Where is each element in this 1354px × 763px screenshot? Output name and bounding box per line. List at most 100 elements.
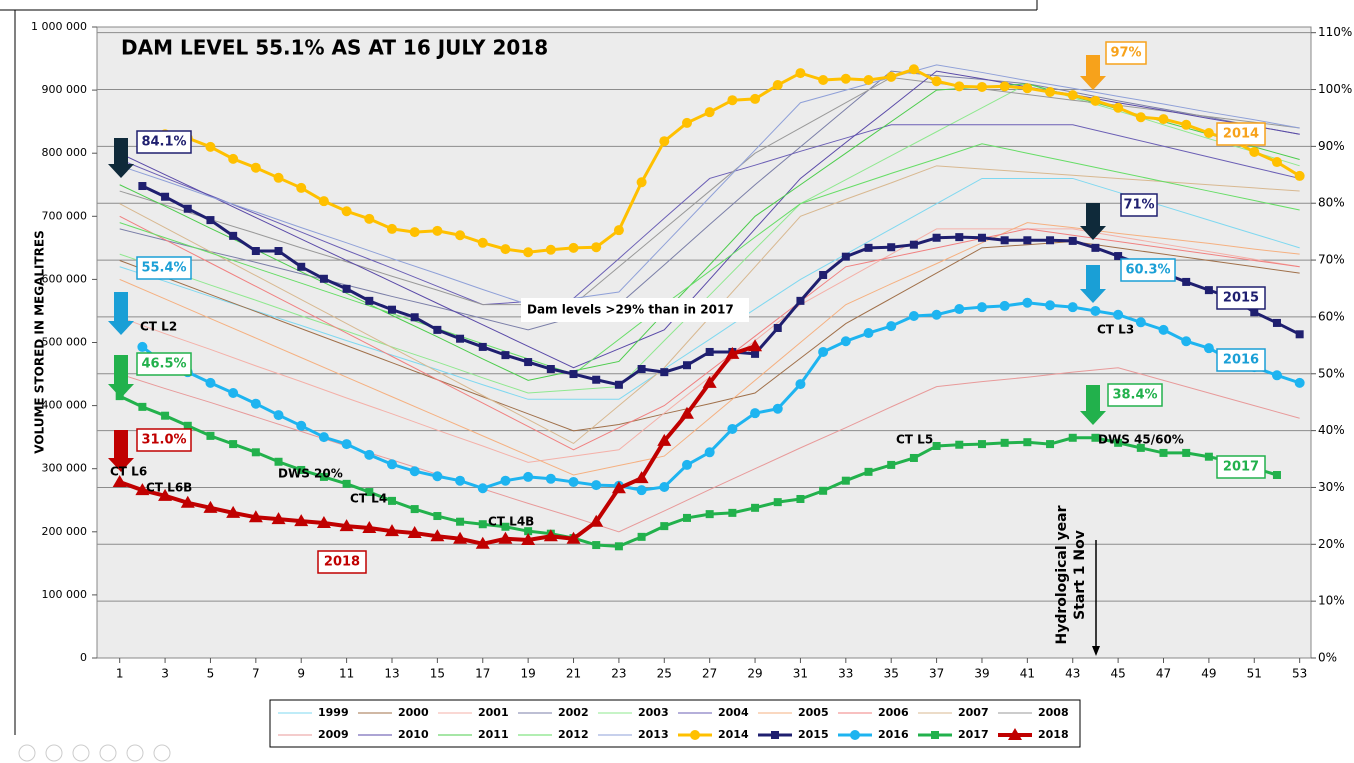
x-tick-label: 31 — [793, 667, 808, 681]
x-tick-label: 25 — [657, 667, 672, 681]
point — [591, 242, 602, 253]
legend-label: 2000 — [398, 706, 429, 719]
series-line — [119, 124, 1300, 306]
annotation-box — [1107, 383, 1163, 407]
point — [271, 512, 286, 525]
annotation-label: Dam levels >29% than in 2017 — [527, 303, 734, 317]
point — [569, 370, 578, 379]
x-tick-label: 41 — [1020, 667, 1035, 681]
point — [976, 302, 987, 313]
point — [773, 323, 782, 332]
point — [955, 233, 964, 242]
point — [637, 365, 646, 374]
toolbar-button[interactable] — [99, 744, 117, 762]
legend-label: 2012 — [558, 728, 589, 741]
point — [1249, 146, 1260, 157]
point — [909, 240, 918, 249]
point — [954, 81, 965, 92]
point — [432, 225, 443, 236]
toolbar-button[interactable] — [18, 744, 36, 762]
point — [341, 206, 352, 217]
point — [1113, 309, 1124, 320]
point — [819, 486, 828, 495]
point — [1068, 236, 1077, 245]
toolbar-button[interactable] — [153, 744, 171, 762]
y-axis-label: VOLUME STORED IN MEGALITRES — [33, 230, 47, 454]
point — [1182, 448, 1191, 457]
series-line — [119, 143, 1300, 375]
toolbar-button[interactable] — [126, 744, 144, 762]
annotation-text: 2017 — [1223, 460, 1259, 475]
point — [228, 153, 239, 164]
series-line — [119, 70, 1300, 331]
toolbar-button[interactable] — [45, 744, 63, 762]
point — [818, 346, 829, 357]
annotation-arrow — [1080, 55, 1106, 90]
point — [545, 244, 556, 255]
point — [1067, 90, 1078, 101]
point — [1068, 433, 1077, 442]
point — [863, 75, 874, 86]
x-tick-label: 49 — [1201, 667, 1216, 681]
point — [342, 284, 351, 293]
toolbar-button[interactable] — [72, 744, 90, 762]
point — [1203, 128, 1214, 139]
point — [954, 304, 965, 315]
x-tick-label: 45 — [1110, 667, 1125, 681]
series-line — [119, 83, 1300, 394]
point — [319, 472, 328, 481]
point — [365, 488, 374, 497]
point — [524, 527, 533, 536]
point — [637, 532, 646, 541]
point — [1022, 297, 1033, 308]
point — [138, 182, 147, 191]
series-line — [119, 70, 1300, 369]
point — [679, 406, 694, 419]
point — [690, 730, 700, 740]
point — [273, 410, 284, 421]
point — [456, 517, 465, 526]
x-tick-label: 3 — [161, 667, 169, 681]
point — [1272, 318, 1281, 327]
annotation-arrow — [108, 292, 134, 335]
point — [1204, 286, 1213, 295]
annotation-text: 31.0% — [141, 433, 186, 448]
point — [682, 361, 691, 370]
annotation-arrow — [1080, 385, 1106, 425]
point — [409, 227, 420, 238]
x-tick-label: 19 — [520, 667, 535, 681]
point — [342, 479, 351, 488]
point — [545, 473, 556, 484]
point — [705, 510, 714, 519]
point — [1294, 170, 1305, 181]
annotation-text: 38.4% — [1112, 388, 1157, 403]
point — [206, 216, 215, 225]
annotation-label: CT L6 — [110, 465, 147, 479]
toolbar — [18, 744, 171, 762]
point — [796, 494, 805, 503]
point — [180, 495, 195, 508]
annotation-label: DWS 45/60% — [1098, 433, 1184, 447]
point — [205, 377, 216, 388]
point — [183, 421, 192, 430]
point — [592, 375, 601, 384]
point — [365, 296, 374, 305]
x-tick-label: 13 — [384, 667, 399, 681]
annotation-box — [1216, 122, 1266, 146]
point — [273, 172, 284, 183]
x-tick-label: 43 — [1065, 667, 1080, 681]
point — [1114, 438, 1123, 447]
point — [1067, 302, 1078, 313]
series-line — [119, 64, 1300, 306]
point — [1023, 236, 1032, 245]
point — [1181, 119, 1192, 130]
series-line — [141, 184, 1301, 387]
legend-label: 2013 — [638, 728, 669, 741]
series-line — [119, 83, 1300, 381]
point — [501, 522, 510, 531]
annotation-text: 2018 — [324, 555, 360, 570]
series-line — [119, 222, 1300, 476]
annotation-label: CT L3 — [1097, 323, 1134, 337]
point — [455, 475, 466, 486]
